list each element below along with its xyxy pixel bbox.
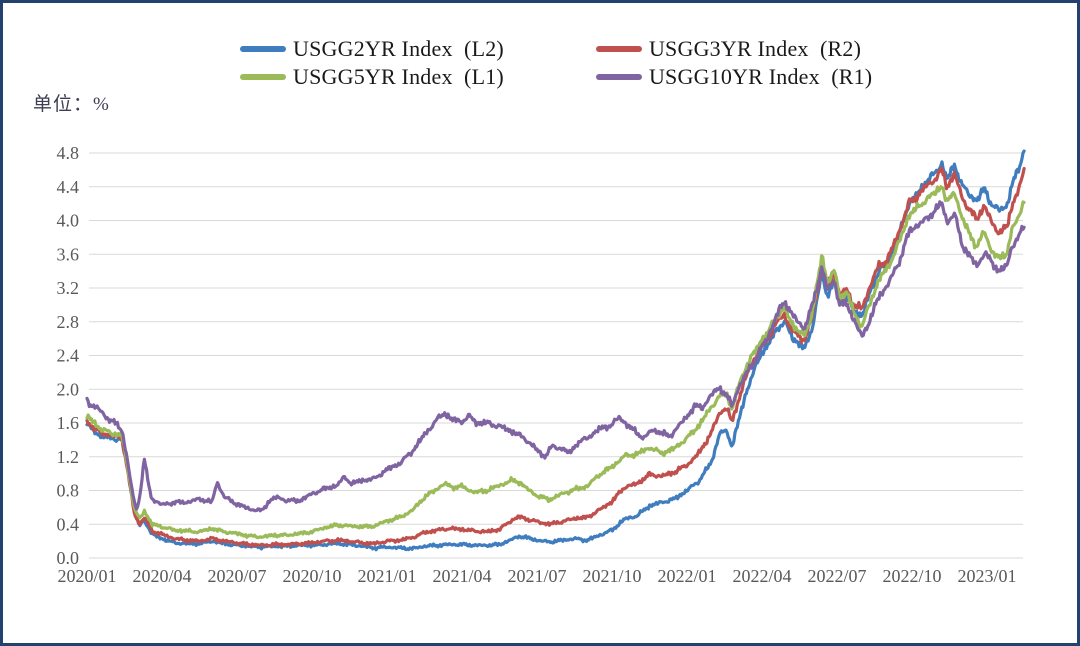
x-tick-label: 2022/10: [882, 566, 941, 586]
legend-label: USGG10YR Index (R1): [648, 64, 873, 89]
chart-legend: USGG2YR Index (L2) USGG3YR Index (R2) USGG…: [240, 36, 872, 90]
legend-swatch-icon: [240, 46, 286, 52]
series-line-usgg5yr-index: [85, 185, 1026, 540]
legend-swatch-icon: [595, 46, 642, 52]
y-tick-label: 2.0: [57, 379, 80, 399]
x-tick-label: 2020/04: [132, 566, 191, 586]
y-tick-label: 0.0: [57, 548, 80, 568]
legend-item-usgg3yr-index: USGG3YR Index (R2): [595, 36, 872, 62]
y-tick-label: 4.0: [57, 211, 80, 231]
x-tick-label: 2021/04: [432, 566, 491, 586]
yield-line-chart: 4.84.44.03.63.22.82.42.01.61.20.80.40.02…: [57, 143, 1026, 586]
x-tick-label: 2021/07: [507, 566, 566, 586]
legend-item-usgg2yr-index: USGG2YR Index (L2): [240, 36, 504, 62]
legend-item-usgg10yr-index: USGG10YR Index (R1): [595, 64, 873, 90]
series-line-usgg10yr-index: [85, 200, 1026, 513]
y-tick-label: 0.8: [57, 481, 80, 501]
x-tick-label: 2020/01: [57, 566, 116, 586]
legend-swatch-icon: [595, 74, 642, 80]
x-tick-label: 2020/10: [282, 566, 341, 586]
legend-swatch-icon: [240, 74, 286, 80]
legend-item-usgg5yr-index: USGG5YR Index (L1): [240, 64, 504, 90]
x-tick-label: 2021/01: [357, 566, 416, 586]
series-line-usgg3yr-index: [85, 166, 1026, 548]
y-tick-label: 1.2: [57, 447, 80, 467]
y-tick-label: 3.2: [57, 278, 80, 298]
legend-label: USGG3YR Index (R2): [648, 36, 862, 61]
y-tick-label: 4.4: [57, 177, 80, 197]
y-tick-label: 1.6: [57, 413, 80, 433]
y-tick-label: 3.6: [57, 244, 80, 264]
y-tick-label: 2.4: [57, 346, 80, 366]
x-tick-label: 2022/07: [807, 566, 866, 586]
unit-label: 单位：%: [33, 94, 110, 115]
x-tick-label: 2022/01: [657, 566, 716, 586]
y-tick-label: 2.8: [57, 312, 80, 332]
legend-label: USGG2YR Index (L2): [293, 36, 504, 61]
series-line-usgg2yr-index: [85, 149, 1026, 552]
y-tick-label: 4.8: [57, 143, 80, 163]
x-tick-label: 2022/04: [732, 566, 791, 586]
y-tick-label: 0.4: [57, 514, 80, 534]
x-tick-label: 2021/10: [582, 566, 641, 586]
x-tick-label: 2023/01: [957, 566, 1016, 586]
x-tick-label: 2020/07: [207, 566, 266, 586]
legend-label: USGG5YR Index (L1): [293, 64, 504, 89]
